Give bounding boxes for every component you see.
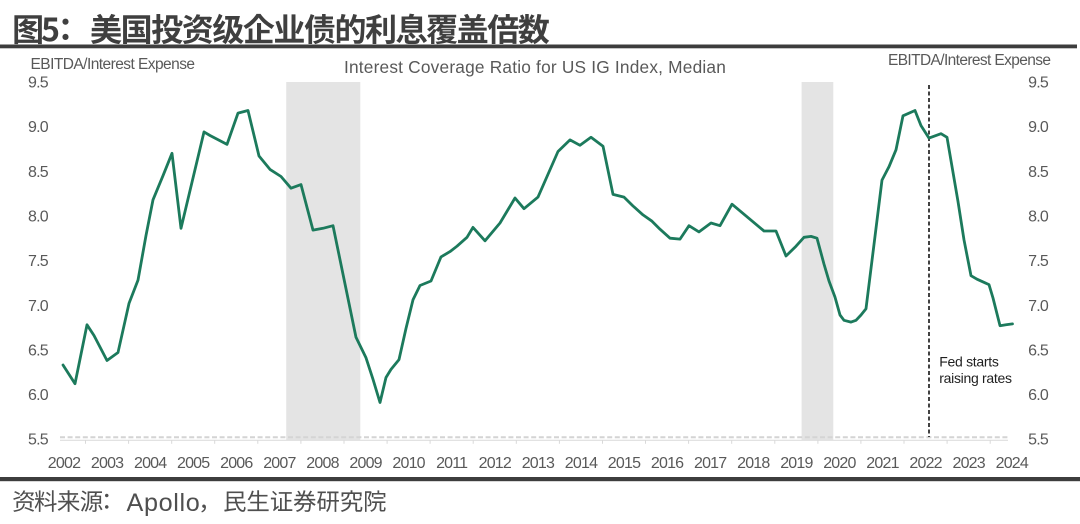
svg-text:2007: 2007 bbox=[263, 455, 296, 472]
svg-text:2015: 2015 bbox=[608, 455, 641, 472]
svg-text:7.0: 7.0 bbox=[28, 298, 49, 315]
svg-text:6.0: 6.0 bbox=[1028, 387, 1049, 404]
svg-text:8.0: 8.0 bbox=[28, 209, 49, 226]
svg-text:2009: 2009 bbox=[349, 455, 382, 472]
svg-text:7.5: 7.5 bbox=[1028, 253, 1049, 270]
svg-text:9.0: 9.0 bbox=[28, 119, 49, 136]
svg-text:2017: 2017 bbox=[694, 455, 727, 472]
svg-text:2018: 2018 bbox=[737, 455, 770, 472]
svg-text:5.5: 5.5 bbox=[28, 432, 49, 449]
svg-text:2021: 2021 bbox=[866, 455, 899, 472]
svg-text:2010: 2010 bbox=[392, 455, 425, 472]
svg-text:2016: 2016 bbox=[651, 455, 684, 472]
svg-text:2013: 2013 bbox=[522, 455, 555, 472]
svg-text:Interest Coverage Ratio for US: Interest Coverage Ratio for US IG Index,… bbox=[344, 57, 726, 77]
svg-text:2005: 2005 bbox=[177, 455, 210, 472]
svg-text:2014: 2014 bbox=[565, 455, 598, 472]
svg-text:2020: 2020 bbox=[823, 455, 856, 472]
svg-text:Apollo: Apollo bbox=[127, 489, 201, 517]
svg-text:8.5: 8.5 bbox=[1028, 164, 1049, 181]
svg-text:2002: 2002 bbox=[48, 455, 81, 472]
svg-text:9.5: 9.5 bbox=[28, 75, 49, 92]
svg-text:2003: 2003 bbox=[91, 455, 124, 472]
svg-text:EBITDA/Interest Expense: EBITDA/Interest Expense bbox=[31, 56, 195, 73]
svg-text:7.0: 7.0 bbox=[1028, 298, 1049, 315]
svg-text:Fed starts: Fed starts bbox=[939, 354, 999, 370]
svg-text:8.0: 8.0 bbox=[1028, 209, 1049, 226]
svg-text:raising rates: raising rates bbox=[939, 370, 1012, 386]
svg-text:2023: 2023 bbox=[952, 455, 985, 472]
svg-text:6.5: 6.5 bbox=[28, 342, 49, 359]
svg-text:9.5: 9.5 bbox=[1028, 75, 1049, 92]
svg-text:6.5: 6.5 bbox=[1028, 342, 1049, 359]
svg-text:6.0: 6.0 bbox=[28, 387, 49, 404]
svg-text:8.5: 8.5 bbox=[28, 164, 49, 181]
svg-text:5.5: 5.5 bbox=[1028, 432, 1049, 449]
svg-text:2024: 2024 bbox=[996, 455, 1029, 472]
svg-text:2019: 2019 bbox=[780, 455, 813, 472]
svg-text:7.5: 7.5 bbox=[28, 253, 49, 270]
svg-text:2012: 2012 bbox=[479, 455, 512, 472]
svg-text:2022: 2022 bbox=[909, 455, 942, 472]
svg-text:2004: 2004 bbox=[134, 455, 167, 472]
svg-text:2006: 2006 bbox=[220, 455, 253, 472]
svg-text:EBITDA/Interest Expense: EBITDA/Interest Expense bbox=[888, 52, 1050, 69]
svg-text:2011: 2011 bbox=[436, 455, 468, 472]
svg-text:2008: 2008 bbox=[306, 455, 339, 472]
svg-text:9.0: 9.0 bbox=[1028, 119, 1049, 136]
